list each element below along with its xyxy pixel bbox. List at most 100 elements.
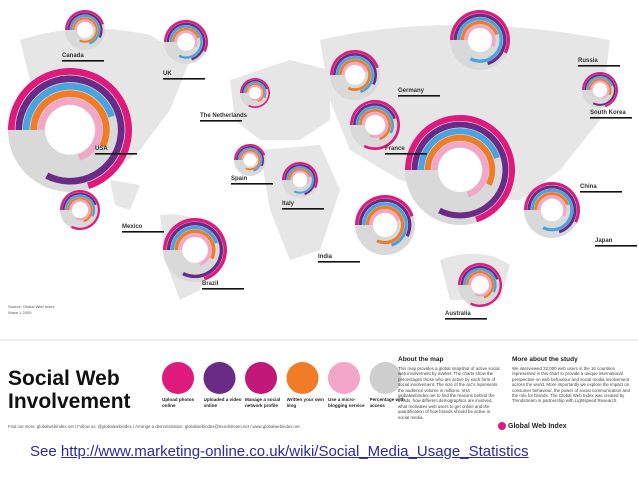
country-name: Italy <box>282 201 295 207</box>
legend-label-box: Uploaded a video online <box>203 397 242 408</box>
study-text: We interviewed 32,000 web users in the 1… <box>512 366 630 404</box>
country-name: China <box>580 184 597 190</box>
country-name: Brazil <box>202 281 219 287</box>
legend-icon <box>286 362 319 394</box>
source: Wave 1 2009 <box>8 310 32 315</box>
ring <box>369 209 400 225</box>
country-name: Japan <box>595 238 613 244</box>
ring <box>171 27 200 42</box>
link-prefix: See <box>30 443 57 460</box>
ring-center <box>182 237 208 263</box>
country-name: The Netherlands <box>200 113 248 119</box>
about-text: This map provides a global snapshot of a… <box>398 366 500 420</box>
infographic: Canada UK USA The Netherlands Germany Russia S… <box>0 9 638 438</box>
legend-label: Uploaded a video online <box>203 397 242 408</box>
legend-icon <box>245 362 277 394</box>
ring <box>418 128 500 170</box>
country-name: India <box>318 254 333 260</box>
ring <box>174 30 198 48</box>
link-line: See http://www.marketing-online.co.uk/wi… <box>30 443 529 460</box>
label-bar <box>578 65 620 67</box>
ring-center <box>72 202 88 218</box>
ring <box>464 24 496 48</box>
ring <box>537 195 567 217</box>
title: Involvement <box>8 390 131 413</box>
ring-center <box>345 65 365 85</box>
legend: Upload photos online Uploaded a video onl… <box>162 362 405 408</box>
about-title: About the map <box>398 356 444 363</box>
label-bar <box>122 231 164 233</box>
ring-center <box>365 115 385 135</box>
country-name: Canada <box>62 53 84 59</box>
logo-icon <box>498 422 506 430</box>
ring-center <box>471 276 489 294</box>
country-name: UK <box>163 71 172 77</box>
ring-center <box>468 28 492 52</box>
charts <box>8 9 618 307</box>
link[interactable]: http://www.marketing-online.co.uk/wiki/S… <box>60 443 529 460</box>
legend-icon <box>162 362 194 394</box>
ring-center <box>249 87 261 99</box>
legend-label: Written your own blog <box>286 397 324 408</box>
legend-icon <box>328 362 360 394</box>
country-name: France <box>385 146 405 152</box>
ring-center <box>177 33 195 51</box>
ring <box>234 143 266 160</box>
ring <box>22 82 115 130</box>
country-name: Germany <box>398 88 425 94</box>
legend-label-box: Manage a social network profile <box>245 397 281 408</box>
ring <box>74 19 95 30</box>
ring <box>342 61 368 75</box>
label-bar <box>445 318 487 320</box>
study-title: More about the study <box>512 356 578 363</box>
ring <box>330 50 379 75</box>
label-bar <box>202 288 244 290</box>
ring <box>588 78 612 96</box>
source: Source: Global Web Index <box>8 304 55 309</box>
label-bar <box>200 120 242 122</box>
ring-center <box>540 198 564 222</box>
label-bar <box>385 153 427 155</box>
label-bar <box>231 183 273 185</box>
ring <box>460 20 499 40</box>
legend-icon <box>369 362 402 394</box>
label-bar <box>595 245 637 247</box>
country-name: South Korea <box>590 110 626 116</box>
label-bar <box>580 191 622 193</box>
ring-center <box>77 22 93 38</box>
ring <box>424 134 496 186</box>
ring-center <box>373 213 397 237</box>
ring-center <box>292 172 308 188</box>
label-bar <box>62 60 104 62</box>
ring-center <box>45 105 95 155</box>
label-bar <box>318 261 360 263</box>
legend-label: Upload photos online <box>162 397 195 408</box>
ring <box>353 103 396 125</box>
ring <box>288 168 311 180</box>
ring <box>460 265 499 285</box>
label-bar <box>282 208 324 210</box>
country-name: Mexico <box>122 224 143 230</box>
legend-icon <box>203 362 236 394</box>
ring <box>170 225 219 250</box>
country-name: Australia <box>445 311 471 317</box>
country-labels: Canada UK USA The Netherlands Germany Russia S… <box>62 53 637 320</box>
label-bar <box>95 153 137 155</box>
ring <box>65 9 105 30</box>
legend-label-box: Written your own blog <box>286 397 324 408</box>
title: Social Web <box>8 367 120 390</box>
bottom-panel <box>0 340 638 438</box>
label-bar <box>163 78 205 80</box>
legend-label: Use a micro-blogging service <box>328 397 365 408</box>
country-name: Russia <box>578 58 598 64</box>
ring-center <box>592 82 608 98</box>
ring <box>355 194 414 225</box>
legend-label-box: Use a micro-blogging service <box>328 397 365 408</box>
legend-label: Manage a social network profile <box>245 397 281 408</box>
ring-center <box>438 148 482 192</box>
country-name: USA <box>95 146 108 152</box>
footer: Find out more: globalwebindex.net / Foll… <box>8 424 300 429</box>
ring-center <box>243 153 257 167</box>
ring <box>241 79 268 93</box>
